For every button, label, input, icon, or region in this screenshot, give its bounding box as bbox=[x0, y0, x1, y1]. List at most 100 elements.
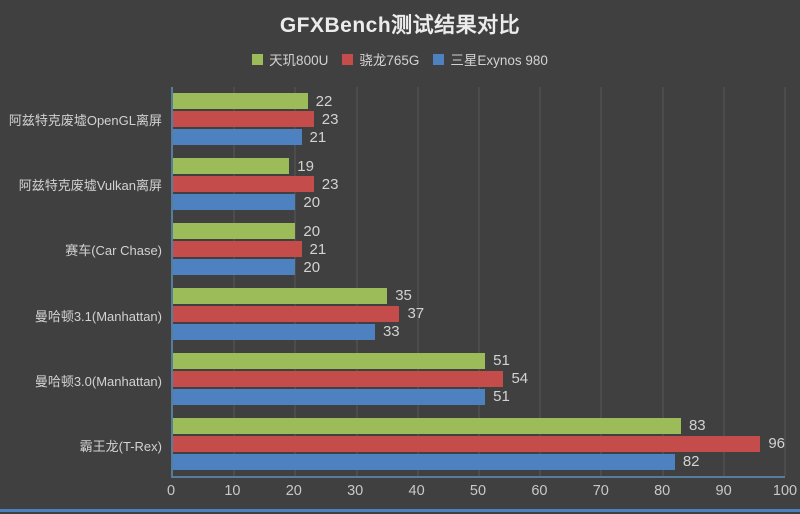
bar-group: 35 37 33 bbox=[173, 281, 785, 346]
bar bbox=[173, 176, 314, 193]
bar-groups: 22 23 21 19 23 20 20 21 20 35 37 33 51 54 51 83 96 82 bbox=[173, 87, 785, 476]
bar bbox=[173, 435, 761, 452]
category-label: 曼哈顿3.0(Manhattan) bbox=[34, 373, 162, 389]
bar-value-label: 83 bbox=[688, 417, 706, 435]
gridline bbox=[539, 87, 542, 476]
bar-value-label: 35 bbox=[395, 287, 412, 305]
bar bbox=[173, 158, 290, 175]
bar-value-label: 51 bbox=[493, 352, 510, 370]
bar-row: 21 bbox=[173, 128, 785, 146]
bar bbox=[173, 388, 486, 405]
bar-value-label: 51 bbox=[493, 388, 510, 406]
legend-item: 三星Exynos 980 bbox=[433, 49, 548, 69]
bar-row: 37 bbox=[173, 305, 785, 323]
bar-group: 20 21 20 bbox=[173, 217, 785, 282]
x-tick-label: 100 bbox=[772, 483, 798, 499]
x-tick-label: 10 bbox=[224, 483, 241, 499]
bar bbox=[173, 194, 296, 211]
gridlines-layer bbox=[173, 87, 786, 476]
bar bbox=[173, 370, 504, 387]
bar-value-label: 21 bbox=[309, 240, 327, 258]
x-tick-label: 0 bbox=[166, 483, 176, 499]
bar bbox=[173, 417, 681, 434]
bar-row: 33 bbox=[173, 323, 785, 341]
bar-row: 23 bbox=[173, 175, 785, 193]
bar-group: 22 23 21 bbox=[173, 87, 785, 152]
chart-title: GFXBench测试结果对比 bbox=[279, 14, 521, 37]
gridline bbox=[294, 87, 297, 476]
bar-value-label: 21 bbox=[309, 128, 327, 146]
x-tick-label: 30 bbox=[347, 483, 364, 499]
x-tick-label: 20 bbox=[285, 483, 302, 499]
legend-swatch-icon bbox=[433, 53, 445, 65]
gridline bbox=[478, 87, 480, 476]
bar-row: 35 bbox=[173, 287, 785, 305]
page-divider bbox=[0, 509, 800, 512]
bar-group: 83 96 82 bbox=[173, 411, 785, 476]
x-tick-label: 50 bbox=[469, 483, 487, 499]
bar-value-label: 23 bbox=[321, 110, 339, 128]
bar-value-label: 20 bbox=[303, 222, 321, 240]
category-label: 霸王龙(T-Rex) bbox=[79, 438, 162, 454]
legend-item: 天玑800U bbox=[252, 49, 328, 69]
bar-value-label: 22 bbox=[315, 92, 333, 110]
x-tick-label: 90 bbox=[715, 483, 732, 499]
legend-label: 天玑800U bbox=[269, 53, 329, 68]
bar-value-label: 20 bbox=[303, 193, 321, 211]
bar-value-label: 54 bbox=[511, 370, 529, 388]
bar-row: 20 bbox=[173, 259, 785, 276]
bar-value-label: 33 bbox=[382, 323, 400, 341]
bar-row: 20 bbox=[173, 193, 785, 211]
gridline bbox=[600, 87, 603, 476]
gridline bbox=[722, 87, 725, 476]
bar-row: 23 bbox=[173, 110, 785, 128]
category-axis-labels: 阿兹特克废墟OpenGL离屏 阿兹特克废墟Vulkan离屏 赛车(Car Chase… bbox=[0, 87, 162, 478]
category-label: 阿兹特克废墟OpenGL离屏 bbox=[8, 113, 162, 129]
bar-value-label: 37 bbox=[407, 305, 425, 323]
gridline bbox=[355, 87, 358, 476]
x-tick-label: 40 bbox=[408, 483, 425, 499]
x-axis-tick-labels: 0 10 20 30 40 50 60 70 80 90 100 bbox=[167, 483, 797, 501]
bar-row: 82 bbox=[173, 453, 785, 471]
bar-row: 51 bbox=[173, 352, 785, 370]
bar-group: 19 23 20 bbox=[173, 152, 785, 217]
bar-value-label: 19 bbox=[297, 157, 314, 175]
bar-value-label: 82 bbox=[682, 453, 700, 471]
bar bbox=[173, 305, 400, 322]
bar-row: 83 bbox=[173, 417, 785, 435]
bar bbox=[173, 111, 314, 128]
legend: 天玑800U 骁龙765G 三星Exynos 980 bbox=[0, 49, 800, 69]
bar-row: 20 bbox=[173, 222, 785, 240]
category-label: 阿兹特克废墟Vulkan离屏 bbox=[18, 178, 162, 194]
bar-row: 96 bbox=[173, 435, 785, 453]
x-tick-label: 60 bbox=[531, 483, 548, 499]
bar-row: 21 bbox=[173, 240, 785, 258]
x-tick-label: 80 bbox=[654, 483, 671, 499]
bar bbox=[173, 259, 296, 276]
x-tick-label: 70 bbox=[592, 483, 609, 499]
gridline bbox=[661, 87, 664, 476]
bar-row: 54 bbox=[173, 370, 785, 388]
bar bbox=[173, 241, 302, 258]
legend-label: 骁龙765G bbox=[359, 53, 420, 68]
legend-swatch-icon bbox=[342, 53, 354, 65]
bar bbox=[173, 223, 296, 240]
bar bbox=[173, 453, 675, 470]
bar bbox=[173, 129, 302, 146]
plot-area: 22 23 21 19 23 20 20 21 20 35 37 33 51 54 51 83 96 82 bbox=[171, 87, 786, 478]
bar-group: 51 54 51 bbox=[173, 346, 785, 411]
legend-label: 三星Exynos 980 bbox=[450, 53, 548, 68]
bar bbox=[173, 93, 308, 110]
category-label: 曼哈顿3.1(Manhattan) bbox=[34, 308, 162, 324]
legend-swatch-icon bbox=[252, 53, 264, 65]
gridline bbox=[784, 87, 786, 476]
bar bbox=[173, 287, 388, 304]
gridline bbox=[416, 87, 419, 476]
bar-row: 51 bbox=[173, 388, 785, 406]
bar-row: 22 bbox=[173, 92, 785, 110]
gridline bbox=[233, 87, 236, 476]
bar-value-label: 96 bbox=[768, 435, 785, 453]
legend-item: 骁龙765G bbox=[342, 49, 419, 69]
bar-row: 19 bbox=[173, 157, 785, 175]
bar-value-label: 23 bbox=[321, 175, 339, 193]
